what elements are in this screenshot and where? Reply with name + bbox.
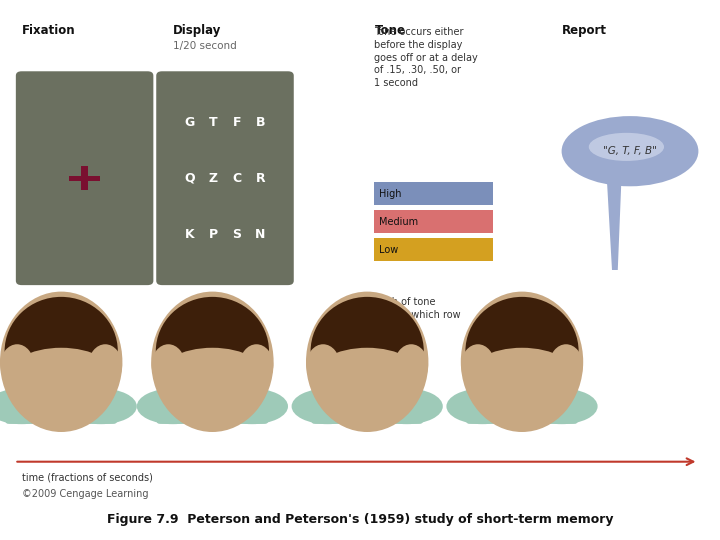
Text: G: G [184,116,194,129]
FancyBboxPatch shape [311,389,423,424]
Ellipse shape [526,389,598,424]
Text: N: N [255,227,266,240]
Text: P: P [209,227,217,240]
Ellipse shape [371,389,443,424]
Ellipse shape [306,345,340,387]
Text: K: K [185,227,194,240]
FancyBboxPatch shape [467,389,577,424]
Text: Tone occurs either
before the display
goes off or at a delay
of .15, .30, .50, o: Tone occurs either before the display go… [374,27,478,88]
Ellipse shape [151,345,185,387]
Ellipse shape [156,348,269,411]
Ellipse shape [89,345,122,387]
Text: B: B [256,116,265,129]
Text: Z: Z [209,172,217,185]
FancyBboxPatch shape [201,366,224,394]
Ellipse shape [0,345,34,387]
Ellipse shape [395,345,428,387]
Ellipse shape [310,297,424,406]
Ellipse shape [306,292,428,432]
Text: Display: Display [173,24,221,37]
FancyBboxPatch shape [374,182,493,205]
Ellipse shape [589,133,664,161]
Ellipse shape [562,116,698,186]
Text: Q: Q [184,172,195,185]
Text: Tone: Tone [374,24,405,37]
Text: Report: Report [562,24,606,37]
Text: F: F [233,116,241,129]
Text: Medium: Medium [379,217,418,227]
FancyBboxPatch shape [16,71,153,285]
Ellipse shape [461,345,495,387]
Ellipse shape [292,389,364,424]
Ellipse shape [240,345,274,387]
Text: Low: Low [379,245,399,255]
Text: 1/20 second: 1/20 second [173,40,237,51]
FancyBboxPatch shape [510,366,534,394]
Ellipse shape [0,389,58,424]
Ellipse shape [549,345,583,387]
Ellipse shape [310,348,424,411]
FancyBboxPatch shape [81,166,88,190]
FancyBboxPatch shape [69,176,101,181]
Ellipse shape [151,292,274,432]
Text: "G, T, F, B": "G, T, F, B" [603,146,657,156]
Ellipse shape [465,348,579,411]
Ellipse shape [446,389,518,424]
Text: T: T [209,116,217,129]
Ellipse shape [0,292,122,432]
FancyBboxPatch shape [6,389,117,424]
FancyBboxPatch shape [156,71,294,285]
Text: Pitch of tone
signals which row
to report: Pitch of tone signals which row to repor… [374,297,461,333]
Ellipse shape [216,389,288,424]
Ellipse shape [137,389,209,424]
Text: Figure 7.9  Peterson and Peterson's (1959) study of short-term memory: Figure 7.9 Peterson and Peterson's (1959… [107,514,613,526]
Ellipse shape [65,389,137,424]
FancyBboxPatch shape [374,210,493,233]
FancyBboxPatch shape [50,366,73,394]
Text: R: R [256,172,265,185]
Text: S: S [233,227,241,240]
FancyBboxPatch shape [374,238,493,261]
FancyBboxPatch shape [156,389,268,424]
Ellipse shape [4,297,118,406]
Ellipse shape [4,348,118,411]
Ellipse shape [461,292,583,432]
Text: ©2009 Cengage Learning: ©2009 Cengage Learning [22,489,148,499]
Text: time (fractions of seconds): time (fractions of seconds) [22,472,153,483]
Text: Fixation: Fixation [22,24,75,37]
Text: C: C [233,172,241,185]
FancyBboxPatch shape [356,366,379,394]
Text: High: High [379,188,402,199]
Ellipse shape [156,297,269,406]
Polygon shape [607,181,621,270]
Ellipse shape [465,297,579,406]
